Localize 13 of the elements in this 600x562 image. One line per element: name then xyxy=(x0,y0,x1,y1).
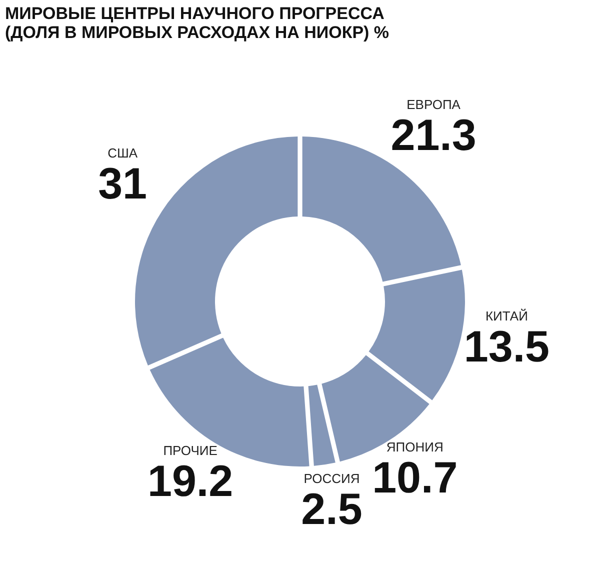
data-label: 19.2 xyxy=(147,456,234,506)
data-label: 13.5 xyxy=(464,322,550,372)
slice-label: РОССИЯ xyxy=(304,471,360,486)
data-label: 31 xyxy=(98,159,148,208)
data-label: 10.7 xyxy=(372,454,458,503)
slice-label: ПРОЧИЕ xyxy=(163,442,218,458)
slice-label: КИТАЙ xyxy=(485,308,528,324)
chart-title: МИРОВЫЕ ЦЕНТРЫ НАУЧНОГО ПРОГРЕССА (ДОЛЯ В МИРОВЫХ РАСХОДАХ НА НИОКР) % xyxy=(5,4,390,42)
slice-label: ЕВРОПА xyxy=(406,96,461,112)
data-label: 21.3 xyxy=(390,110,476,160)
data-label: 2.5 xyxy=(301,485,362,534)
slice-label: США xyxy=(108,145,138,160)
slice-label: ЯПОНИЯ xyxy=(386,440,444,455)
